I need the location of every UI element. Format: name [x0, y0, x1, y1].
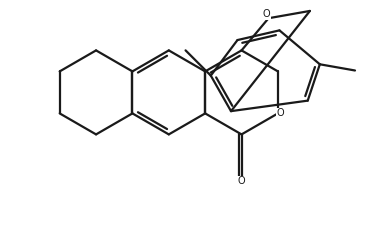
Text: O: O — [276, 108, 284, 118]
Text: O: O — [263, 9, 270, 19]
Text: O: O — [238, 176, 245, 186]
